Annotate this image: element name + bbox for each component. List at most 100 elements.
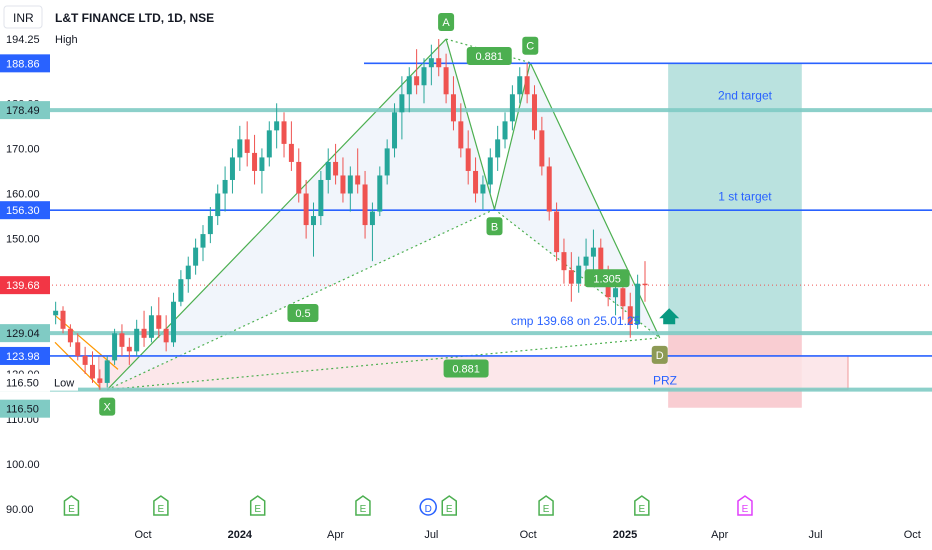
x-axis[interactable]: Oct 2024 Apr Jul Oct 2025 Apr Jul Oct bbox=[134, 529, 920, 541]
point-marker-x bbox=[99, 397, 116, 416]
candle-body bbox=[502, 121, 508, 140]
candle-body bbox=[568, 270, 574, 284]
leg-bc bbox=[493, 62, 531, 210]
candle-body bbox=[369, 211, 375, 226]
candle-body bbox=[171, 301, 177, 343]
candle-body bbox=[465, 148, 471, 171]
y-tick-label: 100.00 bbox=[6, 459, 40, 471]
earnings-event-icon[interactable] bbox=[249, 495, 266, 516]
price-label: 116.50 bbox=[6, 378, 39, 390]
low-tag-box bbox=[50, 374, 78, 391]
candle-body bbox=[303, 193, 309, 226]
candle-body bbox=[450, 94, 456, 122]
y-tick-label: 170.00 bbox=[6, 143, 40, 155]
candle-body bbox=[384, 148, 390, 176]
diag-xb bbox=[106, 208, 495, 391]
candle-body bbox=[89, 364, 95, 379]
candle-body bbox=[97, 378, 103, 383]
earnings-event-icon[interactable] bbox=[441, 495, 457, 516]
earnings-event-icon[interactable] bbox=[737, 495, 753, 516]
event-letter: E bbox=[360, 504, 367, 515]
candle-body bbox=[244, 139, 250, 153]
candles-layer bbox=[53, 39, 648, 390]
candle-body bbox=[531, 94, 537, 131]
candle-body bbox=[193, 247, 199, 266]
price-label-box bbox=[0, 201, 50, 220]
candle-body bbox=[576, 265, 582, 284]
candle-body bbox=[325, 161, 331, 180]
candle-body bbox=[126, 346, 132, 352]
y-axis[interactable]: 180.00170.00160.00150.00120.00110.00100.… bbox=[0, 31, 84, 516]
candle-body bbox=[53, 310, 59, 316]
candle-body bbox=[67, 328, 73, 343]
event-letter: E bbox=[543, 504, 550, 515]
annotation-text: PRZ bbox=[653, 373, 677, 387]
candle-body bbox=[252, 152, 258, 171]
y-tick-label: 90.00 bbox=[6, 504, 34, 516]
candle-body bbox=[399, 94, 405, 113]
candle-body bbox=[613, 288, 619, 298]
candle-body bbox=[642, 283, 648, 286]
candle-body bbox=[598, 247, 604, 275]
candle-body bbox=[310, 216, 316, 226]
earnings-event-icon[interactable] bbox=[63, 495, 80, 516]
candle-body bbox=[340, 175, 346, 194]
earnings-event-icon[interactable] bbox=[538, 495, 554, 516]
candle-body bbox=[281, 121, 287, 144]
candle-body bbox=[333, 161, 339, 176]
candle-body bbox=[207, 216, 213, 235]
ratio-box bbox=[584, 269, 630, 288]
price-label: 116.50 bbox=[6, 404, 39, 416]
currency-box[interactable] bbox=[3, 5, 43, 29]
x-tick-label: Oct bbox=[520, 529, 537, 541]
earnings-event-icon[interactable] bbox=[153, 495, 169, 516]
ratio-label: 0.5 bbox=[295, 308, 310, 320]
high-tag-box bbox=[50, 31, 84, 48]
candle-body bbox=[355, 175, 361, 185]
candle-body bbox=[561, 252, 567, 271]
candle-body bbox=[362, 184, 368, 226]
candle-body bbox=[229, 157, 235, 180]
x-tick-label: Oct bbox=[904, 529, 921, 541]
point-marker-a bbox=[438, 13, 455, 32]
candle-body bbox=[443, 67, 449, 95]
earnings-event-icon[interactable] bbox=[355, 495, 371, 516]
x-tick-label: Jul bbox=[424, 529, 438, 541]
x-tick-label: 2024 bbox=[228, 529, 253, 541]
price-label: 139.68 bbox=[6, 280, 40, 292]
price-label: 129.04 bbox=[6, 328, 40, 340]
symbol-title: L&T FINANCE LTD, 1D, NSE bbox=[55, 11, 214, 25]
candle-body bbox=[215, 193, 221, 217]
event-letter: E bbox=[68, 504, 75, 515]
x-tick-label: Apr bbox=[711, 529, 728, 541]
candle-body bbox=[200, 234, 206, 248]
candle-body bbox=[583, 256, 589, 266]
candle-body bbox=[436, 58, 442, 68]
price-label-box bbox=[0, 346, 50, 365]
up-arrow-icon bbox=[659, 308, 680, 325]
candle-body bbox=[458, 121, 464, 149]
x-tick-label: Oct bbox=[134, 529, 151, 541]
candle-body bbox=[635, 283, 641, 325]
point-label-a: A bbox=[442, 17, 450, 29]
dividend-event-icon[interactable] bbox=[419, 498, 437, 516]
earnings-event-icon[interactable] bbox=[634, 495, 650, 516]
candle-body bbox=[480, 184, 486, 194]
event-letter: E bbox=[639, 504, 646, 515]
x-tick-label: 2025 bbox=[613, 529, 637, 541]
ratio-box bbox=[287, 304, 319, 323]
ratio-box bbox=[443, 359, 489, 378]
x-tick-label: Jul bbox=[808, 529, 822, 541]
point-marker-b bbox=[486, 217, 503, 236]
price-label-box bbox=[0, 324, 50, 343]
candle-body bbox=[112, 333, 118, 361]
annotation-text: cmp 139.68 on 25.01.25 bbox=[511, 314, 641, 328]
candle-body bbox=[509, 94, 515, 122]
pattern-bcd-fill bbox=[494, 62, 660, 338]
candle-body bbox=[495, 139, 501, 158]
candle-body bbox=[148, 315, 154, 338]
candle-body bbox=[296, 161, 302, 194]
candle-body bbox=[620, 288, 626, 307]
point-label-x: X bbox=[104, 402, 112, 414]
